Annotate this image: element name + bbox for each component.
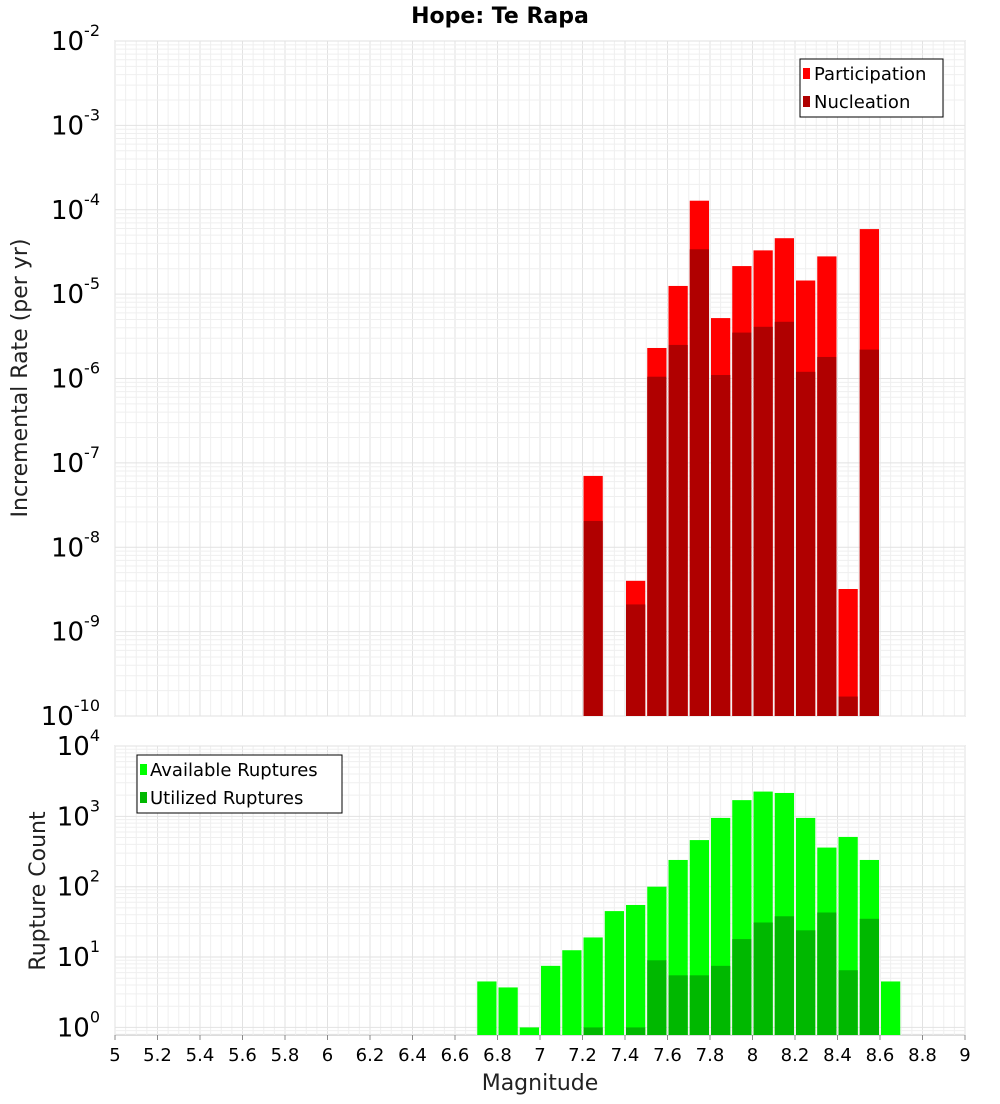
bar-available-ruptures (519, 1027, 539, 1035)
y-tick-label: 10-9 (51, 612, 100, 648)
y-tick-label: 10-10 (41, 696, 100, 732)
bar-utilized-ruptures (626, 1027, 646, 1035)
x-tick-label: 8 (747, 1045, 758, 1066)
y-tick-label: 10-4 (51, 190, 100, 226)
bar-nucleation (817, 356, 837, 716)
bar-nucleation (796, 371, 816, 716)
x-tick-label: 5.2 (143, 1045, 172, 1066)
bar-nucleation (753, 326, 773, 716)
x-tick-label: 6.8 (483, 1045, 512, 1066)
x-tick-label: 8.2 (781, 1045, 810, 1066)
bar-nucleation (689, 249, 709, 716)
bar-nucleation (774, 321, 794, 716)
top-y-tick-labels: 10-10 10-9 10-8 10-7 10-6 10-5 10-4 10-3 10-2 (41, 21, 100, 732)
y-tick-label: 10-7 (51, 443, 100, 479)
legend-label-nucleation: Nucleation (814, 92, 910, 113)
bar-utilized-ruptures (796, 930, 816, 1035)
y-tick-label: 101 (57, 937, 100, 973)
x-tick-label: 6 (322, 1045, 333, 1066)
x-tick-label: 8.6 (866, 1045, 895, 1066)
bar-nucleation (859, 349, 879, 716)
legend-swatch-participation (803, 68, 810, 79)
bar-utilized-ruptures (753, 922, 773, 1035)
x-tick-label: 5 (109, 1045, 120, 1066)
y-tick-label: 10-3 (51, 105, 100, 141)
legend-label-available: Available Ruptures (150, 760, 318, 781)
y-tick-label: 10-6 (51, 359, 100, 395)
top-legend: Participation Nucleation (799, 58, 944, 118)
bar-available-ruptures (604, 911, 624, 1035)
legend-swatch-nucleation (803, 96, 810, 107)
bar-utilized-ruptures (859, 918, 879, 1035)
bar-available-ruptures (562, 950, 582, 1035)
bar-utilized-ruptures (647, 960, 667, 1035)
legend-label-utilized: Utilized Ruptures (150, 788, 303, 809)
x-tick-label: 7 (534, 1045, 545, 1066)
bar-available-ruptures (583, 937, 603, 1035)
bar-utilized-ruptures (774, 916, 794, 1035)
x-tick-label: 8.8 (908, 1045, 937, 1066)
x-tick-labels: 5 5.2 5.4 5.6 5.8 6 6.2 6.4 6.6 6.8 7 7.2 7.4 7.6 7.8 8… (109, 1035, 971, 1066)
legend-swatch-utilized (140, 792, 147, 803)
y-tick-label: 104 (57, 726, 100, 762)
x-tick-label: 8.4 (823, 1045, 852, 1066)
bar-available-ruptures (541, 965, 561, 1035)
bar-nucleation (668, 344, 688, 716)
x-tick-label: 7.2 (568, 1045, 597, 1066)
x-tick-label: 7.6 (653, 1045, 682, 1066)
y-tick-label: 10-2 (51, 21, 100, 57)
bar-available-ruptures (477, 981, 497, 1035)
bar-nucleation (626, 604, 646, 716)
x-tick-label: 5.6 (228, 1045, 257, 1066)
bar-nucleation (711, 375, 731, 716)
top-y-axis-label: Incremental Rate (per yr) (8, 239, 33, 518)
x-tick-label: 7.8 (696, 1045, 725, 1066)
bottom-bars (477, 791, 901, 1035)
bottom-legend: Available Ruptures Utilized Ruptures (136, 754, 343, 814)
y-tick-label: 10-8 (51, 527, 100, 563)
legend-swatch-available (140, 764, 147, 775)
top-legend-box (799, 58, 944, 118)
bar-utilized-ruptures (817, 912, 837, 1035)
bottom-legend-box (136, 754, 343, 814)
x-tick-label: 7.4 (611, 1045, 640, 1066)
bar-utilized-ruptures (689, 975, 709, 1035)
y-tick-label: 100 (57, 1007, 100, 1043)
bar-participation (838, 589, 858, 716)
bottom-y-tick-labels: 100 101 102 103 104 (57, 726, 100, 1043)
x-tick-label: 5.8 (271, 1045, 300, 1066)
bar-nucleation (583, 520, 603, 716)
y-tick-label: 10-5 (51, 274, 100, 310)
x-tick-label: 6.4 (398, 1045, 427, 1066)
y-tick-label: 102 (57, 867, 100, 903)
x-tick-label: 9 (959, 1045, 970, 1066)
bar-available-ruptures (626, 904, 646, 1035)
x-tick-label: 6.2 (356, 1045, 385, 1066)
legend-label-participation: Participation (814, 64, 926, 85)
bar-nucleation (732, 332, 752, 716)
bottom-y-axis-label: Rupture Count (26, 811, 51, 971)
bar-nucleation (838, 696, 858, 716)
bar-utilized-ruptures (668, 975, 688, 1035)
bar-nucleation (647, 376, 667, 716)
x-axis-label: Magnitude (482, 1071, 599, 1096)
x-tick-label: 6.6 (441, 1045, 470, 1066)
top-bars (583, 200, 879, 717)
x-tick-label: 5.4 (186, 1045, 215, 1066)
bar-available-ruptures (881, 981, 901, 1035)
top-grid (114, 40, 966, 717)
bar-utilized-ruptures (711, 965, 731, 1035)
bar-utilized-ruptures (838, 970, 858, 1035)
chart-title: Hope: Te Rapa (411, 4, 589, 29)
y-tick-label: 103 (57, 796, 100, 832)
bar-utilized-ruptures (583, 1027, 603, 1035)
bar-available-ruptures (498, 987, 518, 1035)
bar-utilized-ruptures (732, 939, 752, 1035)
